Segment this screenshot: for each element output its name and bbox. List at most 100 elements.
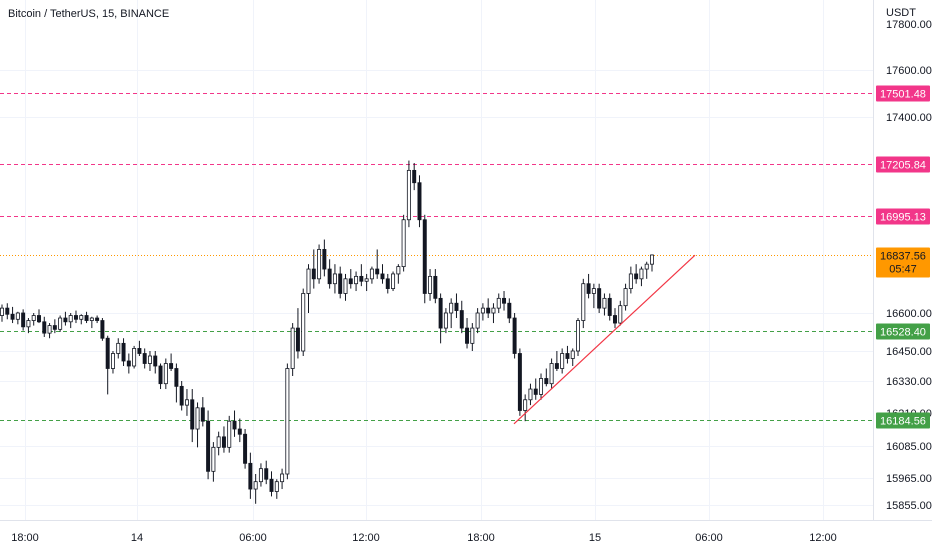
candle[interactable] [391, 271, 396, 292]
candle[interactable] [211, 442, 216, 482]
candle[interactable] [496, 293, 501, 313]
candle[interactable] [132, 345, 137, 369]
candle[interactable] [507, 298, 512, 324]
candle[interactable] [597, 283, 602, 313]
candle[interactable] [438, 293, 443, 344]
candle[interactable] [327, 259, 332, 289]
candle[interactable] [528, 383, 533, 406]
candle[interactable] [37, 309, 41, 324]
candle[interactable] [607, 293, 612, 321]
candle[interactable] [560, 348, 565, 374]
candle[interactable] [428, 269, 433, 301]
candle[interactable] [512, 313, 517, 359]
candle[interactable] [200, 397, 205, 427]
candle[interactable] [570, 348, 575, 366]
candle[interactable] [644, 261, 649, 279]
candle[interactable] [10, 306, 15, 324]
candle[interactable] [248, 452, 253, 499]
candle[interactable] [480, 303, 485, 321]
candle[interactable] [554, 351, 559, 371]
candle[interactable] [42, 316, 47, 337]
candle[interactable] [221, 426, 226, 453]
candle[interactable] [406, 160, 411, 228]
candle[interactable] [628, 266, 633, 294]
candle[interactable] [95, 315, 100, 324]
candle[interactable] [517, 348, 522, 416]
candle[interactable] [354, 271, 359, 292]
candle[interactable] [31, 313, 36, 326]
candle[interactable] [5, 303, 10, 320]
price-axis[interactable]: USDT 17600.00 17400.00 16600.00 16450.00 163… [886, 7, 932, 512]
candle[interactable] [364, 273, 369, 292]
trend-layer[interactable] [513, 254, 696, 425]
candle[interactable] [491, 303, 496, 324]
candle[interactable] [549, 358, 554, 390]
candle[interactable] [147, 351, 152, 371]
candle[interactable] [237, 418, 242, 443]
candle[interactable] [454, 293, 459, 319]
candle[interactable] [332, 264, 337, 294]
candle[interactable] [533, 378, 538, 400]
candle[interactable] [544, 368, 549, 387]
candle[interactable] [623, 283, 628, 311]
candle[interactable] [317, 244, 322, 284]
candle[interactable] [343, 273, 348, 301]
candle[interactable] [443, 308, 448, 334]
candle[interactable] [169, 353, 174, 372]
candle[interactable] [470, 323, 475, 351]
candle[interactable] [153, 351, 158, 374]
candle[interactable] [465, 318, 470, 349]
candle[interactable] [634, 264, 639, 284]
candle[interactable] [348, 269, 353, 289]
candle[interactable] [21, 309, 26, 331]
candle[interactable] [639, 266, 644, 287]
candle[interactable] [52, 319, 57, 334]
trendline[interactable] [513, 254, 696, 425]
candle[interactable] [179, 381, 184, 411]
candle[interactable] [126, 353, 131, 374]
symbol-title[interactable]: Bitcoin / TetherUS, 15, BINANCE [8, 8, 170, 20]
candle[interactable] [586, 273, 591, 299]
candle[interactable] [396, 264, 401, 284]
candle[interactable] [47, 323, 52, 339]
candle[interactable] [206, 410, 211, 480]
candle[interactable] [401, 214, 406, 272]
candle[interactable] [68, 313, 73, 329]
candle[interactable] [116, 338, 121, 359]
candle[interactable] [375, 249, 380, 279]
candle[interactable] [227, 415, 232, 453]
candle[interactable] [486, 298, 491, 319]
candle[interactable] [602, 293, 607, 316]
candles-layer[interactable] [0, 160, 654, 504]
candle[interactable] [502, 291, 507, 311]
candle[interactable] [258, 463, 263, 487]
candle[interactable] [650, 254, 654, 272]
candle[interactable] [269, 471, 274, 497]
candle[interactable] [581, 278, 586, 329]
candle[interactable] [385, 273, 390, 294]
candle[interactable] [338, 266, 343, 299]
candle[interactable] [618, 300, 623, 326]
candle[interactable] [190, 389, 195, 443]
candle[interactable] [84, 311, 89, 324]
candle[interactable] [26, 318, 31, 334]
candle[interactable] [306, 264, 311, 313]
candle[interactable] [523, 394, 528, 422]
candle[interactable] [280, 468, 285, 490]
candle[interactable] [100, 318, 105, 341]
candle[interactable] [290, 323, 295, 376]
candle[interactable] [433, 269, 438, 304]
candle[interactable] [369, 266, 374, 284]
candle[interactable] [137, 340, 142, 356]
candle[interactable] [253, 474, 258, 504]
candle[interactable] [232, 410, 237, 437]
candle[interactable] [163, 358, 168, 390]
candle[interactable] [311, 249, 316, 289]
candle[interactable] [174, 363, 179, 403]
candle[interactable] [576, 318, 581, 356]
candle[interactable] [121, 338, 126, 366]
candle[interactable] [591, 283, 596, 309]
candle[interactable] [110, 351, 115, 374]
candle[interactable] [243, 429, 248, 469]
candle[interactable] [63, 311, 68, 326]
